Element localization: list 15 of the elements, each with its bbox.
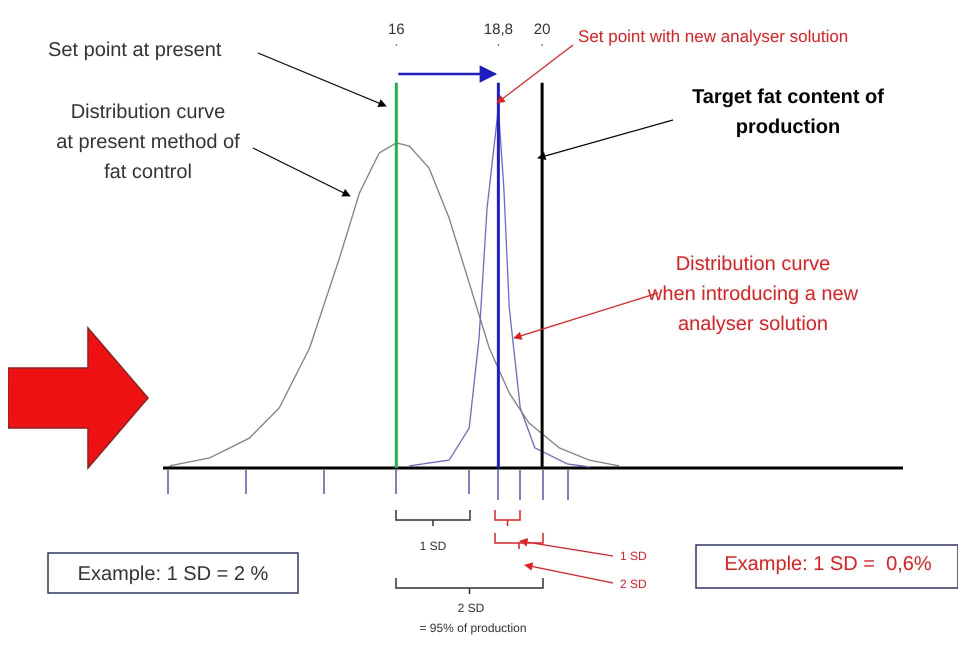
annotation: Target fat content of production xyxy=(692,86,884,138)
text: Set point with new analyser solution xyxy=(578,27,848,46)
x-tick-label: 16 xyxy=(388,21,405,38)
text: Set point at present xyxy=(48,39,222,61)
text: 1 SD xyxy=(620,549,648,563)
text: Example: 1 SD = 0,6% xyxy=(724,553,932,575)
x-tick-label: 20 xyxy=(534,21,550,38)
text: 2 SD xyxy=(458,601,485,615)
text: = 95% of production xyxy=(419,621,527,635)
annotation: Distribution curve when introducing a new analyser solution xyxy=(646,253,859,335)
text: 1 SD xyxy=(420,539,447,553)
text: 2 SD xyxy=(620,577,648,591)
annotation: Distribution curve at present method of fat control xyxy=(56,101,240,183)
text: Example: 1 SD = 2 % xyxy=(78,563,269,585)
x-tick-label: 18,8 xyxy=(484,21,513,38)
